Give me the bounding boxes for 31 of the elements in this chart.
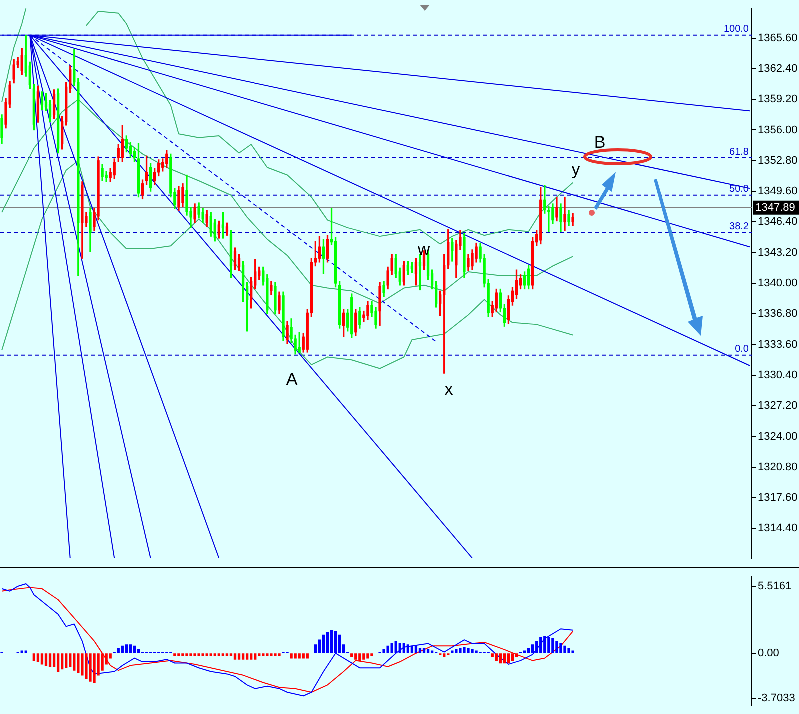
y-tick-label: 1324.00 [758, 430, 798, 443]
y-tick-label: 1356.00 [758, 124, 798, 136]
annotation: 0.0 [735, 344, 750, 356]
y-tick-label: 1314.40 [758, 522, 798, 535]
y-tick-label: 1327.20 [758, 400, 798, 412]
y-tick-label: 0.00 [758, 648, 780, 660]
y-tick-label: 1340.00 [758, 278, 798, 290]
annotation: y [572, 160, 580, 180]
annotation: 50.0 [730, 184, 750, 196]
y-tick-label: 1359.20 [758, 94, 798, 106]
annotation: w [418, 240, 430, 260]
y-tick-label: 1352.80 [758, 154, 798, 167]
y-tick-label: 1365.60 [758, 32, 798, 44]
annotation: B [594, 133, 606, 153]
y-tick-label: 1317.60 [758, 492, 798, 504]
y-tick-label: 1330.40 [758, 369, 798, 382]
y-tick-label: 1333.60 [758, 338, 798, 351]
y-tick-label: 1362.40 [758, 62, 798, 75]
y-tick-label: 1343.20 [758, 246, 798, 259]
y-tick-label: 1346.40 [758, 216, 798, 228]
annotation: 100.0 [724, 24, 750, 36]
ref-line-label: 1347.89 [756, 202, 796, 214]
annotation: 38.2 [730, 221, 750, 232]
annotation: x [444, 380, 454, 400]
y-tick-label: 1349.60 [758, 186, 798, 198]
y-tick-label: 1320.80 [758, 461, 798, 474]
y-tick-label: 1336.80 [758, 308, 798, 320]
annotation: A [286, 370, 298, 390]
y-tick-label: 5.5161 [758, 580, 792, 592]
y-tick-label: -3.7033 [758, 692, 796, 705]
annotation: 61.8 [730, 146, 750, 158]
